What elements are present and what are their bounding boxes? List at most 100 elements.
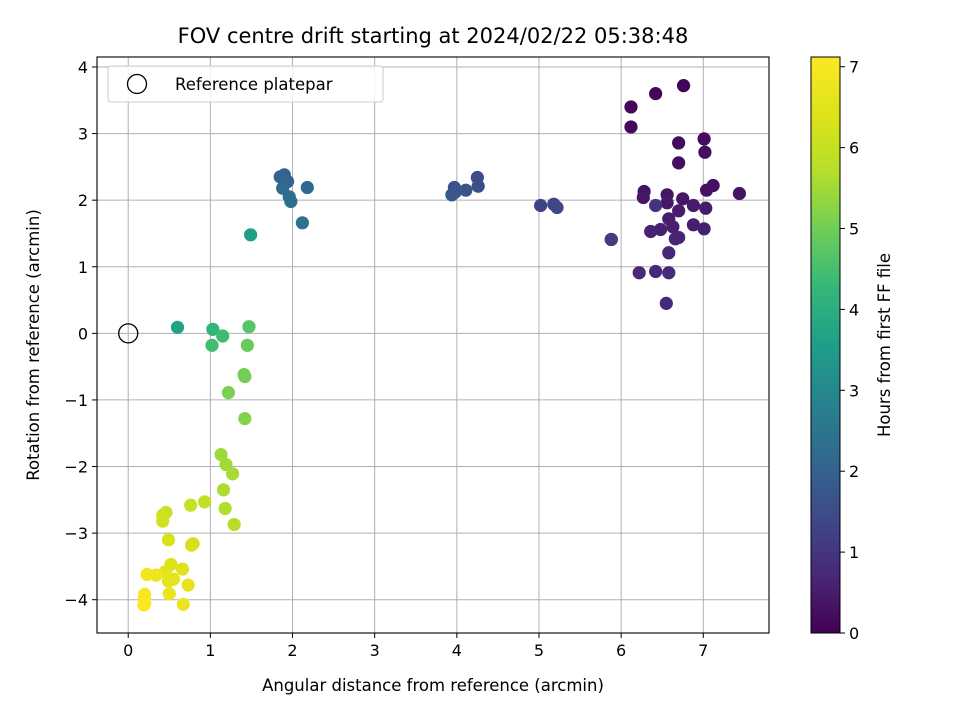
colorbar-label: Hours from first FF file bbox=[875, 253, 894, 437]
scatter-point bbox=[676, 192, 690, 206]
scatter-point bbox=[672, 136, 686, 150]
y-ticks: −4 −3 −2 −1 0 1 2 3 4 bbox=[64, 58, 97, 610]
scatter-point bbox=[662, 246, 676, 260]
colorbar-tick-label: 7 bbox=[849, 58, 859, 77]
scatter-point bbox=[161, 533, 176, 547]
y-tick-label: −1 bbox=[64, 391, 88, 410]
scatter-point bbox=[181, 578, 195, 592]
x-axis-label: Angular distance from reference (arcmin) bbox=[262, 676, 604, 695]
scatter-point bbox=[672, 156, 686, 170]
colorbar-gradient bbox=[810, 56, 841, 634]
scatter-point bbox=[604, 232, 618, 247]
scatter-point bbox=[214, 447, 228, 462]
scatter-point bbox=[244, 228, 258, 242]
y-tick-label: −4 bbox=[64, 591, 88, 610]
x-tick-label: 4 bbox=[452, 641, 462, 660]
scatter-point bbox=[156, 514, 170, 528]
scatter-point bbox=[649, 264, 663, 279]
y-tick-label: 1 bbox=[78, 258, 88, 277]
scatter-point bbox=[644, 224, 658, 239]
y-tick-label: 2 bbox=[78, 191, 88, 210]
scatter-point bbox=[534, 198, 548, 213]
scatter-point bbox=[295, 216, 309, 230]
scatter-point bbox=[137, 598, 151, 612]
scatter-point bbox=[649, 198, 663, 213]
scatter-point bbox=[686, 218, 701, 232]
y-tick-label: 3 bbox=[78, 125, 88, 144]
scatter-point bbox=[732, 186, 747, 201]
scatter-point bbox=[698, 145, 712, 159]
legend-box bbox=[107, 65, 384, 103]
colorbar-tick-label: 4 bbox=[849, 300, 859, 319]
scatter-point bbox=[162, 587, 176, 601]
colorbar-tick-label: 0 bbox=[849, 624, 859, 643]
scatter-point bbox=[686, 198, 701, 213]
scatter-point bbox=[445, 188, 459, 202]
scatter-point bbox=[198, 495, 212, 509]
scatter-point bbox=[184, 498, 198, 512]
scatter-point bbox=[140, 567, 154, 582]
scatter-point bbox=[170, 320, 185, 334]
scatter-point bbox=[238, 370, 252, 384]
scatter-point bbox=[225, 467, 240, 481]
colorbar-tick-label: 1 bbox=[849, 543, 859, 562]
data-points bbox=[137, 79, 747, 612]
scatter-point bbox=[653, 222, 668, 237]
colorbar-tick-label: 6 bbox=[849, 139, 859, 158]
legend-label: Reference platepar bbox=[175, 75, 333, 94]
scatter-point bbox=[624, 100, 638, 114]
scatter-point bbox=[660, 196, 674, 210]
y-tick-label: −3 bbox=[64, 524, 88, 543]
colorbar-ticks: 0 1 2 3 4 5 6 7 bbox=[840, 58, 859, 643]
scatter-point bbox=[672, 204, 686, 218]
legend-marker-open-circle bbox=[126, 73, 148, 95]
x-tick-label: 2 bbox=[287, 641, 297, 660]
scatter-point bbox=[238, 411, 252, 426]
x-tick-label: 1 bbox=[205, 641, 215, 660]
scatter-point bbox=[227, 517, 241, 532]
legend: Reference platepar bbox=[107, 65, 384, 103]
scatter-point bbox=[218, 501, 232, 516]
scatter-point bbox=[219, 457, 233, 472]
scatter-point bbox=[550, 200, 564, 215]
scatter-point bbox=[697, 222, 711, 236]
reference-marker bbox=[118, 323, 139, 344]
colorbar-tick-label: 5 bbox=[849, 220, 859, 239]
scatter-point bbox=[636, 190, 650, 205]
y-axis-label: Rotation from reference (arcmin) bbox=[24, 209, 43, 481]
scatter-point bbox=[697, 132, 711, 146]
scatter-point bbox=[205, 338, 219, 352]
scatter-point bbox=[624, 120, 638, 134]
scatter-point bbox=[699, 183, 714, 197]
reference-platepar-point bbox=[118, 323, 139, 344]
scatter-point bbox=[216, 483, 231, 497]
scatter-point bbox=[300, 180, 314, 195]
scatter-point bbox=[459, 183, 473, 197]
scatter-point bbox=[175, 562, 190, 576]
scatter-point bbox=[471, 179, 485, 193]
scatter-point bbox=[216, 329, 230, 343]
scatter-point bbox=[632, 266, 646, 280]
scatter-point bbox=[206, 322, 220, 336]
x-tick-label: 7 bbox=[698, 641, 708, 660]
scatter-point bbox=[659, 296, 673, 310]
x-tick-label: 5 bbox=[534, 641, 544, 660]
scatter-point bbox=[676, 79, 691, 93]
scatter-point bbox=[649, 87, 663, 101]
plot-frame bbox=[96, 56, 770, 634]
y-tick-label: −2 bbox=[64, 458, 88, 477]
scatter-point bbox=[184, 538, 199, 552]
colorbar: 0 1 2 3 4 5 6 7 Hours from first FF file bbox=[810, 56, 894, 643]
scatter-point bbox=[221, 386, 236, 400]
scatter-point bbox=[161, 574, 176, 588]
scatter-point bbox=[662, 266, 676, 280]
scatter-point bbox=[699, 201, 713, 215]
y-tick-label: 0 bbox=[78, 324, 88, 343]
scatter-point bbox=[668, 232, 682, 246]
y-tick-label: 4 bbox=[78, 58, 88, 77]
scatter-point bbox=[284, 194, 298, 209]
scatter-point bbox=[240, 338, 254, 352]
x-tick-label: 3 bbox=[370, 641, 380, 660]
scatter-point bbox=[176, 597, 190, 611]
